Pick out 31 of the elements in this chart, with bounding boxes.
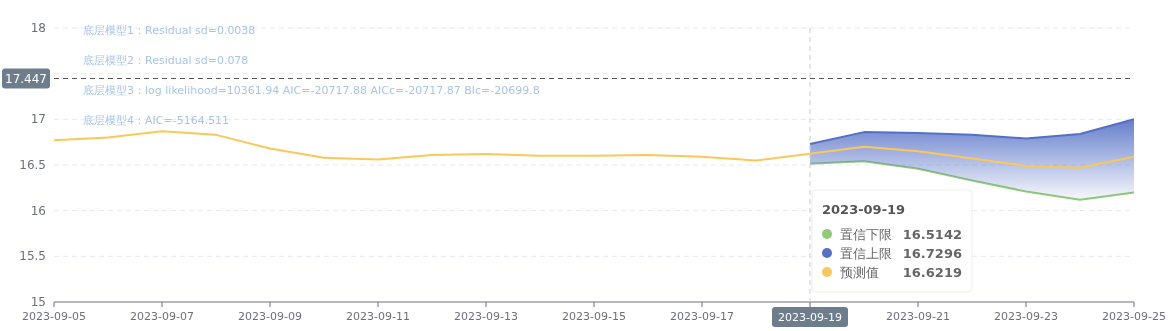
legend-label: 预测值 <box>840 265 879 280</box>
x-tick-label: 2023-09-05 <box>22 310 86 323</box>
x-tick-label: 2023-09-25 <box>1102 310 1166 323</box>
annotation: 底层模型2：Residual sd=0.078 <box>83 54 249 67</box>
x-tick-label: 2023-09-23 <box>994 310 1058 323</box>
annotation: 16.5142 <box>902 227 962 242</box>
ref-line-label: 2023-09-19 <box>778 311 842 324</box>
annotation: 底层模型4：AIC=-5164.511 <box>83 114 230 127</box>
legend-label: 置信下限 <box>840 227 892 242</box>
y-tick-label: 15 <box>30 295 46 309</box>
annotation: 16.6219 <box>902 265 962 280</box>
x-tick-label: 2023-09-17 <box>670 310 734 323</box>
x-tick-label: 2023-09-07 <box>130 310 194 323</box>
y-tick-label: 18 <box>30 21 46 35</box>
y-tick-label: 15.5 <box>19 249 46 264</box>
x-tick-label: 2023-09-09 <box>238 310 302 323</box>
x-tick-label: 2023-09-13 <box>454 310 518 323</box>
annotation: 底层模型1：Residual sd=0.0038 <box>83 24 256 37</box>
legend-title: 2023-09-19 <box>822 202 906 217</box>
x-tick-label: 2023-09-11 <box>346 310 410 323</box>
line-series <box>809 160 1135 201</box>
legend-label: 置信上限 <box>840 246 892 261</box>
x-tick-label: 2023-09-21 <box>886 310 950 323</box>
y-tick-label: 17 <box>30 112 46 127</box>
annotation: 底层模型3：log likelihood=10361.94 AIC=-20717.88 AICc=-20717.87 BIc=-20699.8 <box>83 84 540 97</box>
y-tick-label: 16 <box>30 203 46 218</box>
line-series <box>53 130 1135 169</box>
y-tick-label: 16.5 <box>19 158 46 172</box>
ref-line-label: 17.447 <box>5 71 47 86</box>
x-tick-label: 2023-09-15 <box>562 310 626 323</box>
annotation: 16.7296 <box>902 246 962 261</box>
